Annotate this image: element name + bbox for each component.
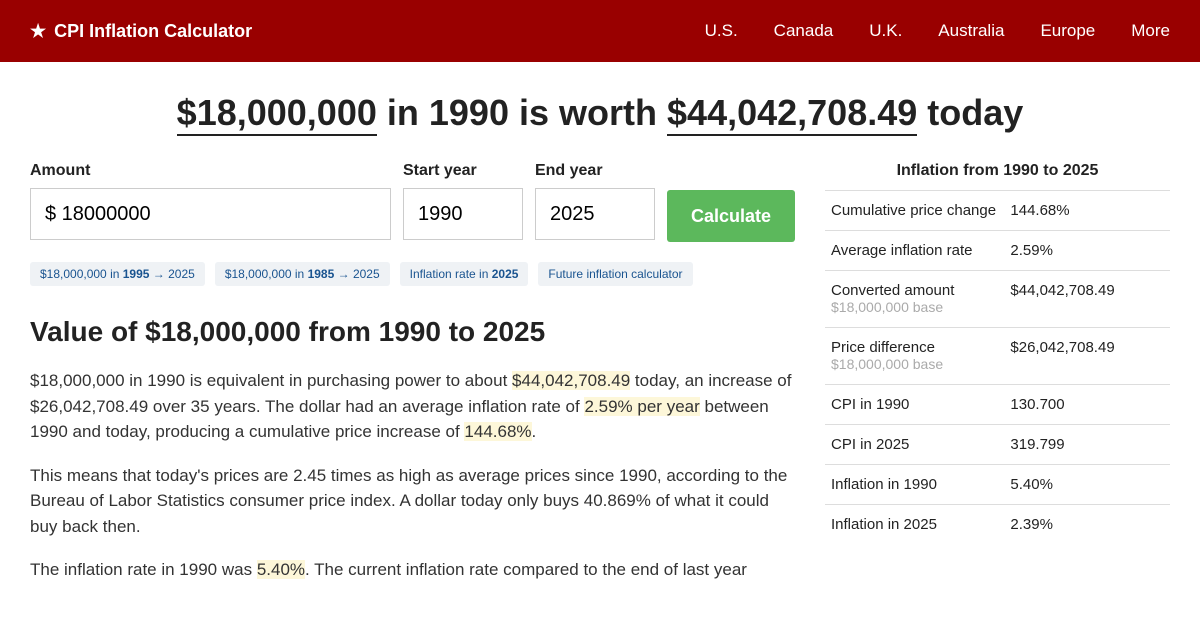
chip-1995[interactable]: $18,000,000 in 1995 → 2025 <box>30 262 205 286</box>
header: ★ CPI Inflation Calculator U.S. Canada U… <box>0 0 1200 62</box>
end-year-group: End year <box>535 162 655 242</box>
amount-input[interactable] <box>30 188 391 240</box>
stat-value: 2.39% <box>1004 505 1170 545</box>
stat-value: 130.700 <box>1004 385 1170 425</box>
sidebar-title: Inflation from 1990 to 2025 <box>825 162 1170 190</box>
start-year-group: Start year <box>403 162 523 242</box>
chips-row: $18,000,000 in 1995 → 2025 $18,000,000 i… <box>30 262 795 286</box>
stat-value: $44,042,708.49 <box>1004 271 1170 328</box>
stat-value: 5.40% <box>1004 465 1170 505</box>
stat-label: Price difference$18,000,000 base <box>825 328 1004 385</box>
title-amount-to: $44,042,708.49 <box>667 92 917 136</box>
sidebar: Inflation from 1990 to 2025 Cumulative p… <box>825 162 1170 601</box>
highlight-rate: 2.59% per year <box>584 397 699 416</box>
title-suffix: today <box>927 92 1023 133</box>
highlight-cumulative: 144.68% <box>464 422 531 441</box>
title-amount-from: $18,000,000 <box>177 92 377 136</box>
table-row: Inflation in 20252.39% <box>825 505 1170 545</box>
chip-rate-2025[interactable]: Inflation rate in 2025 <box>400 262 529 286</box>
stats-table: Cumulative price change144.68%Average in… <box>825 190 1170 544</box>
highlight-amount: $44,042,708.49 <box>512 371 630 390</box>
star-icon: ★ <box>30 21 46 42</box>
stat-value: $26,042,708.49 <box>1004 328 1170 385</box>
stat-label: Inflation in 1990 <box>825 465 1004 505</box>
stat-sublabel: $18,000,000 base <box>831 356 943 372</box>
nav-australia[interactable]: Australia <box>938 21 1004 41</box>
nav-europe[interactable]: Europe <box>1040 21 1095 41</box>
chip-future[interactable]: Future inflation calculator <box>538 262 692 286</box>
nav: U.S. Canada U.K. Australia Europe More <box>705 21 1170 41</box>
stat-label: CPI in 2025 <box>825 425 1004 465</box>
end-year-input[interactable] <box>535 188 655 240</box>
end-year-label: End year <box>535 162 655 180</box>
logo-text: CPI Inflation Calculator <box>54 21 252 42</box>
table-row: Price difference$18,000,000 base$26,042,… <box>825 328 1170 385</box>
title-middle: is worth <box>519 92 657 133</box>
table-row: CPI in 2025319.799 <box>825 425 1170 465</box>
logo[interactable]: ★ CPI Inflation Calculator <box>30 21 252 42</box>
main-layout: Amount Start year End year Calculate $18… <box>30 162 1170 601</box>
start-year-input[interactable] <box>403 188 523 240</box>
table-row: Inflation in 19905.40% <box>825 465 1170 505</box>
amount-label: Amount <box>30 162 391 180</box>
left-column: Amount Start year End year Calculate $18… <box>30 162 795 601</box>
calculate-button[interactable]: Calculate <box>667 190 795 242</box>
calculator-form: Amount Start year End year Calculate <box>30 162 795 242</box>
stat-value: 319.799 <box>1004 425 1170 465</box>
title-year-from: in 1990 <box>387 92 509 133</box>
section-heading: Value of $18,000,000 from 1990 to 2025 <box>30 316 795 348</box>
stat-value: 144.68% <box>1004 191 1170 231</box>
table-row: Cumulative price change144.68% <box>825 191 1170 231</box>
stat-value: 2.59% <box>1004 231 1170 271</box>
nav-us[interactable]: U.S. <box>705 21 738 41</box>
nav-canada[interactable]: Canada <box>774 21 834 41</box>
stat-label: Inflation in 2025 <box>825 505 1004 545</box>
nav-more[interactable]: More <box>1131 21 1170 41</box>
paragraph-1: $18,000,000 in 1990 is equivalent in pur… <box>30 368 795 445</box>
paragraph-3: The inflation rate in 1990 was 5.40%. Th… <box>30 557 795 583</box>
stat-label: Cumulative price change <box>825 191 1004 231</box>
highlight-1990-rate: 5.40% <box>257 560 305 579</box>
chip-1985[interactable]: $18,000,000 in 1985 → 2025 <box>215 262 390 286</box>
start-year-label: Start year <box>403 162 523 180</box>
table-row: Average inflation rate2.59% <box>825 231 1170 271</box>
nav-uk[interactable]: U.K. <box>869 21 902 41</box>
stat-label: CPI in 1990 <box>825 385 1004 425</box>
stat-label: Average inflation rate <box>825 231 1004 271</box>
content: $18,000,000 in 1990 is worth $44,042,708… <box>0 62 1200 601</box>
table-row: CPI in 1990130.700 <box>825 385 1170 425</box>
stat-label: Converted amount$18,000,000 base <box>825 271 1004 328</box>
paragraph-2: This means that today's prices are 2.45 … <box>30 463 795 540</box>
page-title: $18,000,000 in 1990 is worth $44,042,708… <box>30 92 1170 134</box>
amount-group: Amount <box>30 162 391 242</box>
table-row: Converted amount$18,000,000 base$44,042,… <box>825 271 1170 328</box>
stat-sublabel: $18,000,000 base <box>831 299 943 315</box>
